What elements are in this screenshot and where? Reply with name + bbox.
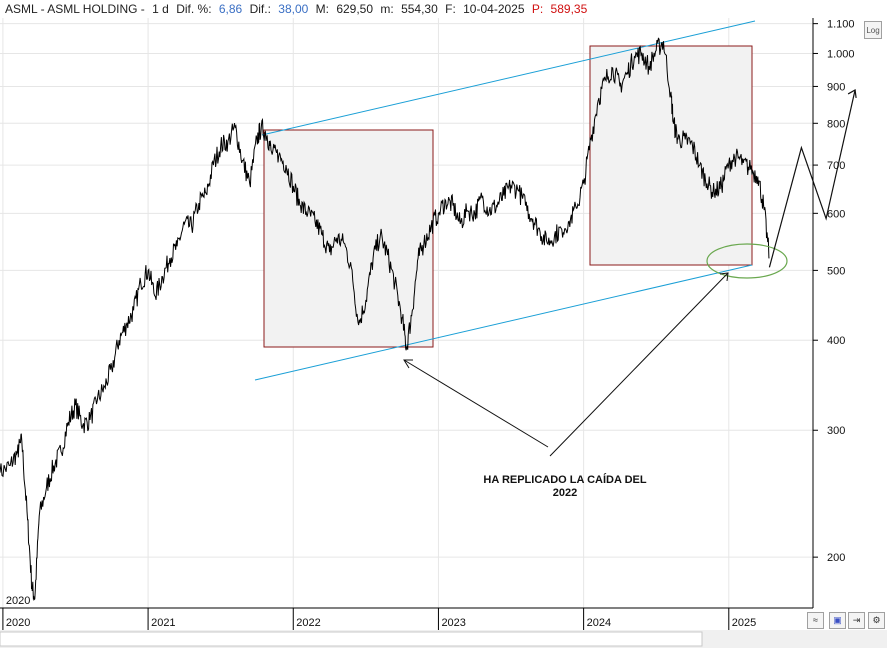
y-tick-label: 900 (827, 81, 845, 93)
annotation-line-2: 2022 (552, 487, 578, 499)
support-ellipse (706, 243, 788, 279)
box-2022-drop (263, 129, 434, 348)
min-value: 554,30 (401, 2, 438, 16)
price-line (0, 37, 770, 601)
projection-arrowhead (847, 88, 857, 99)
chart-header: ASML - ASML HOLDING - 1 d Dif. %: 6,86 D… (0, 0, 805, 18)
y-tick-label: 300 (827, 425, 845, 437)
trendlines (254, 20, 756, 381)
axes: 200 300 400 500 600 700 800 900 1.000 1.100 2020 20… (0, 18, 855, 630)
symbol-name: ASML - ASML HOLDING - (5, 2, 145, 16)
period-label: 1 d (152, 2, 169, 16)
settings-icon[interactable]: ⚙ (868, 612, 885, 629)
export-icon[interactable]: ⇥ (848, 612, 865, 629)
x-tick-label: 2024 (587, 617, 611, 629)
highlight-boxes (263, 45, 753, 348)
arrow-to-2025-low (549, 272, 729, 457)
lower-channel-line (254, 264, 753, 381)
price-value: 589,35 (550, 2, 588, 16)
dif-value: 38,00 (278, 2, 309, 16)
annotation-text: HA REPLICADO LA CAÍDA DEL 2022 (460, 474, 670, 500)
wave-icon[interactable]: ≈ (807, 612, 824, 629)
x-tick-label: 2025 (732, 617, 756, 629)
y-tick-label: 1.000 (827, 48, 855, 60)
first-year-label: 2020 (6, 595, 30, 607)
upper-channel-line (261, 20, 756, 136)
x-tick-label: 2020 (6, 617, 30, 629)
min-label: m: (380, 2, 394, 16)
y-tick-label: 400 (827, 335, 845, 347)
max-label: M: (315, 2, 329, 16)
y-tick-label: 200 (827, 552, 845, 564)
arrowhead-left (403, 359, 413, 369)
save-icon[interactable]: ▣ (829, 612, 846, 629)
arrowhead-right (719, 272, 729, 282)
max-value: 629,50 (336, 2, 374, 16)
x-tick-label: 2023 (441, 617, 465, 629)
y-tick-label: 500 (827, 265, 845, 277)
dif-label: Dif.: (249, 2, 271, 16)
x-tick-label: 2021 (151, 617, 175, 629)
projection-line (768, 89, 856, 268)
date-value: 10-04-2025 (463, 2, 525, 16)
box-2024-drop (589, 45, 753, 266)
x-tick-label: 2022 (296, 617, 320, 629)
arrow-to-2022-low (403, 359, 549, 448)
scroll-thumb[interactable] (0, 631, 703, 647)
log-scale-button[interactable]: Log (864, 21, 882, 39)
annotation-arrows (403, 272, 729, 457)
projection-path (768, 88, 857, 268)
y-tick-label: 600 (827, 208, 845, 220)
price-series (0, 37, 770, 601)
dif-pct-value: 6,86 (218, 2, 243, 16)
dif-pct-label: Dif. %: (176, 2, 212, 16)
date-label: F: (445, 2, 456, 16)
y-tick-label: 800 (827, 118, 845, 130)
y-tick-label: 1.100 (827, 19, 855, 31)
annotation-line-1: HA REPLICADO LA CAÍDA DEL (483, 474, 647, 486)
price-label: P: (531, 2, 544, 16)
y-tick-label: 700 (827, 160, 845, 172)
